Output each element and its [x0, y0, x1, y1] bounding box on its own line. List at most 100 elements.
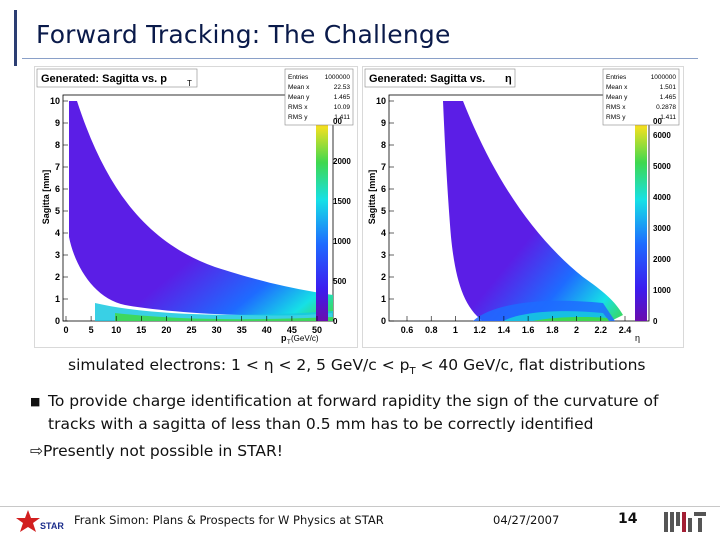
stats-key: RMS y: [288, 114, 308, 121]
stats-key: RMS y: [606, 114, 626, 121]
bullet-text: To provide charge identification at forw…: [48, 392, 659, 433]
z-tick-label: 2000: [653, 255, 671, 264]
stats-key: Mean x: [288, 84, 310, 91]
y-tick-label: 7: [381, 162, 386, 172]
z-tick-label: 00: [653, 117, 662, 126]
y-tick-label: 1: [381, 294, 386, 304]
x-tick-label: 50: [312, 325, 322, 335]
stats-key: RMS x: [606, 104, 626, 111]
x-tick-label: 10: [111, 325, 121, 335]
svg-text:STAR: STAR: [40, 521, 64, 531]
z-tick-label: 00: [333, 117, 342, 126]
y-tick-label: 7: [55, 162, 60, 172]
y-axis-label: Sagitta [mm]: [41, 170, 51, 225]
y-tick-label: 8: [55, 140, 60, 150]
x-tick-label: 1.8: [546, 325, 559, 335]
x-tick-label: 0.6: [401, 325, 414, 335]
histogram-band: [443, 101, 623, 321]
footer-author: Frank Simon: Plans & Prospects for W Phy…: [74, 513, 384, 527]
plot-sagitta-vs-pt: Generated: Sagitta vs. p T Entries 100000…: [34, 66, 358, 348]
slide-title: Forward Tracking: The Challenge: [36, 20, 451, 49]
z-tick-label: 0: [333, 317, 338, 326]
plot-title-eta: η: [505, 73, 512, 85]
stats-key: Mean y: [288, 94, 310, 101]
footer-divider: [0, 506, 720, 507]
z-tick-label: 2000: [333, 157, 351, 166]
stats-value: 0.2878: [656, 104, 676, 111]
title-divider: [22, 58, 698, 59]
x-tick-label: 1.4: [498, 325, 511, 335]
x-tick-label: 1: [453, 325, 458, 335]
y-tick-label: 0: [55, 316, 60, 326]
stats-key: Entries: [606, 74, 627, 81]
y-tick-label: 0: [381, 316, 386, 326]
stats-key: RMS x: [288, 104, 308, 111]
page-number: 14: [618, 511, 638, 527]
bullet-square-icon: ■: [30, 395, 41, 408]
z-tick-label: 0: [653, 317, 658, 326]
y-tick-label: 10: [376, 96, 386, 106]
x-axis-label-sub: T: [287, 340, 291, 346]
x-tick-label: 5: [89, 325, 94, 335]
conclusion-line: ⇨Presently not possible in STAR!: [30, 442, 283, 460]
x-tick-label: 45: [287, 325, 297, 335]
z-tick-label: 500: [333, 277, 347, 286]
x-axis-label: η: [635, 333, 640, 343]
stats-value: 1.465: [334, 94, 351, 101]
plot-title: Generated: Sagitta vs. p: [41, 73, 167, 85]
caption-text-2: < 2, 5 GeV/c < p: [273, 356, 410, 374]
stats-value: 1.501: [660, 84, 677, 91]
stats-value: 1000000: [325, 74, 351, 81]
x-tick-label: 0: [63, 325, 68, 335]
y-tick-label: 6: [55, 184, 60, 194]
y-tick-label: 4: [55, 228, 60, 238]
z-tick-label: 3000: [653, 224, 671, 233]
y-tick-label: 3: [55, 250, 60, 260]
y-tick-label: 2: [55, 272, 60, 282]
stats-value: 1.465: [660, 94, 677, 101]
y-axis-label: Sagitta [mm]: [367, 170, 377, 225]
stats-key: Entries: [288, 74, 309, 81]
x-tick-label: 0.8: [425, 325, 438, 335]
x-tick-label: 1.6: [522, 325, 535, 335]
y-tick-label: 9: [381, 118, 386, 128]
color-scale: [316, 101, 328, 321]
x-tick-label: 2: [574, 325, 579, 335]
stats-box: [602, 68, 680, 126]
plot-caption: simulated electrons: 1 < η < 2, 5 GeV/c …: [68, 356, 646, 377]
bullet-point: ■ To provide charge identification at fo…: [30, 390, 708, 436]
y-tick-label: 1: [55, 294, 60, 304]
y-tick-label: 9: [55, 118, 60, 128]
x-axis-label: p: [281, 333, 287, 343]
z-tick-label: 6000: [653, 131, 671, 140]
plot-title-sub: T: [187, 79, 192, 88]
stats-value: 22.53: [334, 84, 351, 91]
caption-text-3: < 40 GeV/c, flat distributions: [415, 356, 646, 374]
x-axis-label-unit: (GeV/c): [291, 334, 319, 343]
x-tick-label: 30: [212, 325, 222, 335]
star-logo-icon: STAR: [16, 510, 64, 532]
footer-date: 04/27/2007: [493, 513, 560, 527]
stats-key: Mean x: [606, 84, 628, 91]
z-tick-label: 1000: [333, 237, 351, 246]
stats-key: Mean y: [606, 94, 628, 101]
stats-value: 10.09: [334, 104, 351, 111]
title-accent-bar: [14, 10, 17, 66]
stats-value: 1.411: [660, 114, 676, 121]
x-tick-label: 2.2: [595, 325, 608, 335]
x-tick-label: 25: [186, 325, 196, 335]
y-tick-label: 2: [381, 272, 386, 282]
x-tick-label: 35: [237, 325, 247, 335]
color-scale: [635, 101, 647, 321]
x-tick-label: 1.2: [473, 325, 486, 335]
stats-box: [284, 68, 354, 126]
y-tick-label: 8: [381, 140, 386, 150]
x-tick-label: 15: [136, 325, 146, 335]
y-tick-label: 10: [50, 96, 60, 106]
x-tick-label: 2.4: [619, 325, 632, 335]
y-tick-label: 6: [381, 184, 386, 194]
x-tick-label: 20: [161, 325, 171, 335]
caption-eta: η: [263, 356, 274, 374]
y-tick-label: 5: [55, 206, 60, 216]
y-tick-label: 5: [381, 206, 386, 216]
